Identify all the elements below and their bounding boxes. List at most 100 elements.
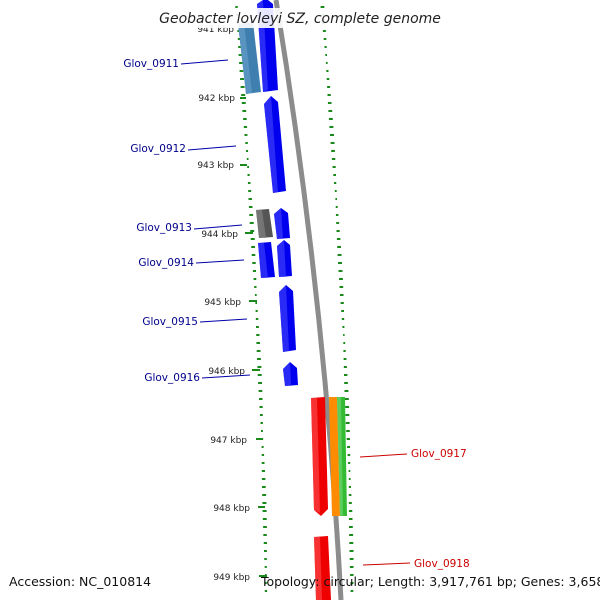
gc-mark	[254, 294, 257, 296]
gc-mark	[263, 542, 267, 544]
gene-glov-0917-green[interactable]	[337, 397, 347, 516]
gc-mark	[325, 54, 327, 56]
gc-mark	[261, 478, 266, 480]
gc-mark	[241, 102, 246, 104]
gene-label[interactable]: Glov_0918	[414, 558, 470, 570]
gc-mark	[343, 358, 347, 360]
gc-mark	[257, 366, 262, 368]
gene-glov-0915[interactable]	[279, 285, 296, 352]
gc-mark	[250, 230, 255, 232]
gene-glov-0914-b[interactable]	[277, 240, 292, 277]
gc-mark	[261, 430, 263, 432]
gene-label[interactable]: Glov_0913	[136, 222, 192, 234]
tick-group-948: 948 kbp	[213, 504, 265, 514]
gc-mark	[342, 326, 345, 328]
gc-mark	[344, 374, 348, 376]
gc-mark	[348, 510, 353, 512]
gc-mark	[248, 206, 253, 208]
gc-mark	[235, 6, 238, 8]
gene-label-group-0917[interactable]: Glov_0917	[359, 448, 467, 460]
gc-mark	[328, 110, 333, 112]
gene-label-group-0914[interactable]: Glov_0914	[138, 257, 245, 269]
gc-mark	[251, 254, 256, 256]
gc-mark	[336, 230, 340, 232]
gene-glov-0912[interactable]	[264, 96, 286, 193]
gc-mark	[262, 486, 266, 488]
gene-label[interactable]: Glov_0915	[142, 316, 198, 328]
gc-mark	[347, 446, 350, 448]
gc-mark	[338, 270, 343, 272]
gc-mark	[327, 102, 332, 104]
gene-label-group-0911[interactable]: Glov_0911	[123, 58, 229, 70]
gene-glov-0916[interactable]	[283, 362, 298, 386]
gc-mark	[261, 470, 265, 472]
gc-mark	[247, 166, 249, 168]
gc-mark	[344, 390, 349, 392]
gene-label[interactable]: Glov_0912	[130, 143, 186, 155]
gene-label-group-0916[interactable]: Glov_0916	[144, 372, 251, 384]
gc-mark	[259, 406, 263, 408]
gene-glov-0918[interactable]	[314, 536, 331, 600]
gene-label[interactable]: Glov_0911	[123, 58, 179, 70]
gene-glov-0917-orange[interactable]	[329, 397, 340, 516]
gene-glov-0914-a[interactable]	[274, 208, 290, 239]
tick-label: 947 kbp	[210, 436, 247, 446]
gc-mark	[261, 446, 264, 448]
gene-label-group-0912[interactable]: Glov_0912	[130, 143, 237, 155]
gc-mark	[343, 334, 345, 336]
gene-glov-0914[interactable]	[258, 242, 275, 278]
gene-label-group-0918[interactable]: Glov_0918	[362, 558, 470, 570]
gc-mark	[238, 54, 242, 56]
gc-mark	[346, 430, 350, 432]
gc-mark	[349, 550, 354, 552]
tick-label: 948 kbp	[213, 504, 250, 514]
gc-mark	[260, 414, 263, 416]
gc-mark	[348, 470, 351, 472]
gc-mark	[260, 422, 263, 424]
tick-label: 946 kbp	[208, 367, 245, 377]
gene-glov-0917[interactable]	[311, 397, 328, 516]
gc-mark	[255, 310, 258, 312]
tick-label: 942 kbp	[198, 94, 235, 104]
gc-mark	[333, 174, 336, 176]
gc-mark	[340, 294, 344, 296]
gc-mark	[335, 214, 339, 216]
gc-mark	[331, 150, 335, 152]
gc-mark	[323, 38, 327, 40]
gc-mark	[243, 118, 247, 120]
gc-mark	[245, 142, 248, 144]
gc-mark	[259, 398, 263, 400]
gene-label-group-0913[interactable]: Glov_0913	[136, 222, 243, 234]
gc-mark	[350, 590, 354, 592]
gc-mark	[330, 142, 335, 144]
gene-label[interactable]: Glov_0917	[411, 448, 467, 460]
gene-glov-0913[interactable]	[256, 209, 273, 238]
gene-glov-0911[interactable]	[238, 22, 261, 94]
gc-mark	[349, 558, 354, 560]
tick-group-943: 943 kbp	[197, 161, 247, 171]
gene-label[interactable]: Glov_0916	[144, 372, 200, 384]
gc-mark	[331, 158, 336, 160]
gc-mark	[238, 46, 241, 48]
gc-mark	[252, 270, 256, 272]
gc-mark	[348, 494, 352, 496]
gene-label-group-0915[interactable]: Glov_0915	[142, 316, 248, 328]
gc-mark	[246, 150, 249, 152]
gc-mark	[254, 286, 257, 288]
gc-mark	[256, 342, 260, 344]
gc-mark	[250, 238, 255, 240]
gc-mark	[327, 94, 331, 96]
gc-mark	[341, 310, 344, 312]
gc-mark	[348, 518, 353, 520]
gene-label[interactable]: Glov_0914	[138, 257, 194, 269]
gc-mark	[244, 134, 248, 136]
gc-mark	[349, 542, 354, 544]
gc-mark	[339, 286, 344, 288]
gc-mark	[335, 206, 338, 208]
gc-mark	[348, 502, 352, 504]
gc-mark	[239, 62, 243, 64]
tick-label: 941 kbp	[197, 25, 234, 35]
gc-mark	[345, 422, 350, 424]
gc-mark	[349, 566, 354, 568]
